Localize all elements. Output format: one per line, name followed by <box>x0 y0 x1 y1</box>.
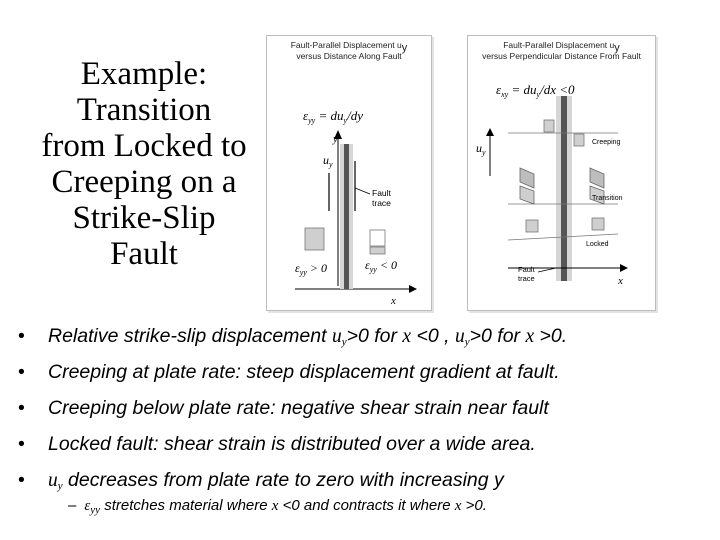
block-creeping-right <box>573 133 585 147</box>
profile-line-locked <box>507 233 619 241</box>
bullet-list: • Relative strike-slip displacement uy>0… <box>18 318 718 498</box>
block-creeping-left <box>543 119 555 133</box>
x-axis-label-left: x <box>390 295 396 307</box>
title-line-5: Strike-Slip <box>72 200 216 236</box>
contraction-strain-label: εyy < 0 <box>365 258 397 274</box>
bullet-marker: • <box>18 361 25 383</box>
fault-trace-label-right: Fault trace <box>518 265 536 283</box>
sheared-block-2 <box>589 167 605 189</box>
strain-equation-left: εyy = duy/dy <box>303 108 363 125</box>
figure-left-title: Fault-Parallel Displacement uy versus Di… <box>290 40 408 61</box>
fault-trace-label-left: Fault trace <box>372 188 392 208</box>
figure-right-title: Fault-Parallel Displacement uy versus Pe… <box>482 40 641 61</box>
uy-label-right: uy <box>476 141 486 157</box>
sheared-block-1 <box>519 167 535 189</box>
bullet-marker: • <box>18 469 25 491</box>
uy-label-left: uy <box>323 153 333 169</box>
y-axis-label-left: y <box>332 133 338 145</box>
bullet-item-uy-decreases: • uy decreases from plate rate to zero w… <box>18 462 718 498</box>
fault-trace-line-right <box>561 96 567 281</box>
contraction-block <box>369 229 386 247</box>
title-line-6: Fault <box>110 236 178 272</box>
y-axis-arrowhead <box>334 130 342 139</box>
uy-arrowhead <box>486 128 494 136</box>
strain-equation-right: εxy = duy/dx <0 <box>496 82 575 99</box>
sub-bullet-strain: – εyy stretches material where x <0 and c… <box>68 497 487 516</box>
extension-block <box>304 227 325 251</box>
block-locked-right <box>591 217 605 231</box>
bullet-item-locked-fault: • Locked fault: shear strain is distribu… <box>18 426 718 462</box>
contraction-block-base <box>369 246 386 255</box>
sheared-block-4 <box>589 185 605 205</box>
fault-label-pointer-right <box>537 267 557 273</box>
bullet-marker: • <box>18 325 25 347</box>
bullet-marker: • <box>18 433 25 455</box>
bullet-item-creeping-below-rate: • Creeping below plate rate: negative sh… <box>18 390 718 426</box>
block-locked-left <box>525 219 539 233</box>
title-line-1: Example: <box>80 56 208 92</box>
zone-label-creeping: Creeping <box>592 139 621 146</box>
title-line-2: Transition <box>76 92 212 128</box>
bullet-item-creeping-plate-rate: • Creeping at plate rate: steep displace… <box>18 354 718 390</box>
x-axis-label-right: x <box>617 275 623 287</box>
extension-strain-label: εyy > 0 <box>295 261 327 277</box>
fault-trace-line <box>344 144 349 289</box>
figure-along-fault: Fault-Parallel Displacement uy versus Di… <box>266 35 432 311</box>
title-line-4: Creeping on a <box>51 164 237 200</box>
bullet-marker: • <box>18 397 25 419</box>
zone-label-transition: Transition <box>592 195 623 202</box>
zone-label-locked: Locked <box>586 241 609 248</box>
x-axis-arrowhead-right <box>620 264 628 272</box>
figure-right-diagram: εxy = duy/dx <0 uy Creeping Transition L… <box>476 82 628 287</box>
x-axis-arrowhead <box>409 285 417 293</box>
figure-perpendicular-to-fault: Fault-Parallel Displacement uy versus Pe… <box>467 35 656 311</box>
bullet-item-displacement: • Relative strike-slip displacement uy>0… <box>18 318 718 354</box>
slide-title: Example: Transition from Locked to Creep… <box>28 56 260 272</box>
figure-left-diagram: εyy = duy/dy x y uy Fault trace εyy > 0 ε… <box>295 108 417 307</box>
sheared-block-3 <box>519 185 535 205</box>
title-line-3: from Locked to <box>41 128 247 164</box>
fault-label-pointer <box>354 187 371 195</box>
